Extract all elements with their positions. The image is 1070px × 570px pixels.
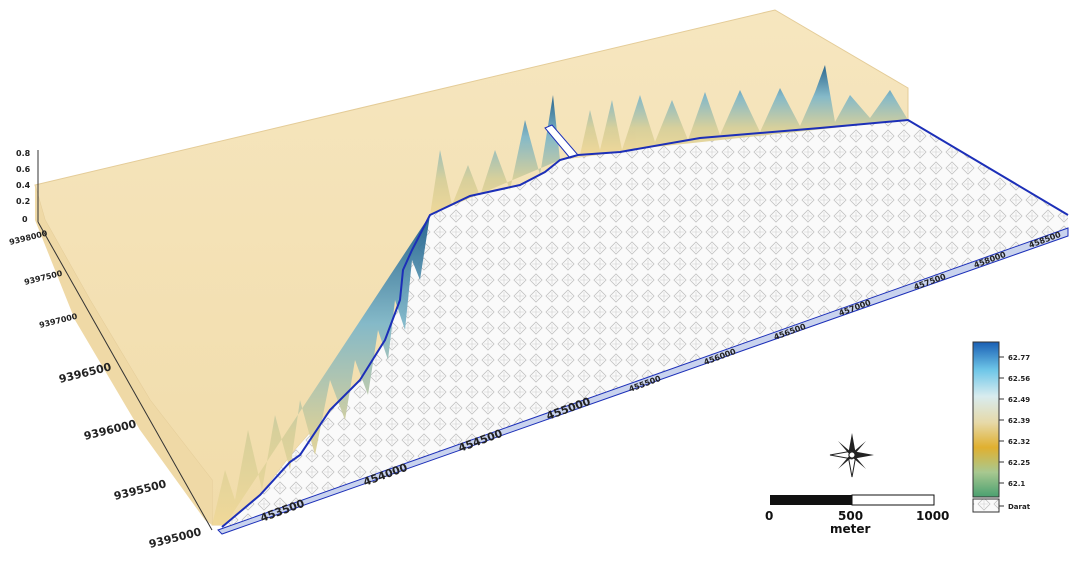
y-tick: 9398000	[8, 229, 48, 247]
sea-area	[218, 120, 1068, 530]
scale-unit: meter	[830, 522, 871, 536]
y-tick: 9396500	[58, 360, 113, 386]
north-arrow-icon	[829, 433, 874, 478]
z-axis-ticks: 0.8 0.6 0.4 0.2 0	[16, 149, 31, 224]
land-side-face	[35, 185, 212, 525]
scale-bar-dark	[770, 495, 852, 505]
legend-value: 62.49	[1008, 396, 1030, 404]
legend-nodata-swatch	[972, 498, 1000, 513]
y-tick: 9396000	[83, 417, 138, 443]
scale-bar-light	[851, 494, 935, 506]
legend-value: 62.32	[1008, 438, 1030, 446]
z-tick: 0.2	[16, 197, 30, 206]
z-tick: 0.6	[16, 165, 31, 174]
legend-value: 62.1	[1008, 480, 1025, 488]
legend-value: 62.77	[1008, 354, 1030, 362]
legend-value: 62.25	[1008, 459, 1030, 467]
y-tick: 9397500	[23, 269, 63, 287]
legend-value: 62.39	[1008, 417, 1030, 425]
scale-bar: 0 500 1000 meter	[765, 494, 949, 536]
z-tick: 0.4	[16, 181, 31, 190]
scale-label-0: 0	[765, 509, 773, 523]
y-tick: 9395000	[148, 525, 203, 551]
y-axis-line	[37, 221, 213, 531]
y-tick: 9397000	[38, 312, 78, 330]
legend-nodata-label: Darat	[1008, 503, 1031, 511]
z-tick: 0.8	[16, 149, 31, 158]
z-tick: 0	[22, 215, 28, 224]
legend-value: 62.56	[1008, 375, 1030, 383]
legend-ticks	[999, 356, 1004, 484]
coastline	[221, 118, 1069, 528]
legend: 62.77 62.56 62.49 62.39 62.32 62.25 62.1…	[972, 341, 1031, 513]
y-tick: 9395500	[113, 477, 168, 503]
coastal-relief	[212, 65, 908, 525]
sea-front-edge	[217, 227, 1069, 535]
legend-color-ramp	[972, 341, 1000, 498]
scale-label-1000: 1000	[916, 509, 949, 523]
scale-label-500: 500	[838, 509, 863, 523]
